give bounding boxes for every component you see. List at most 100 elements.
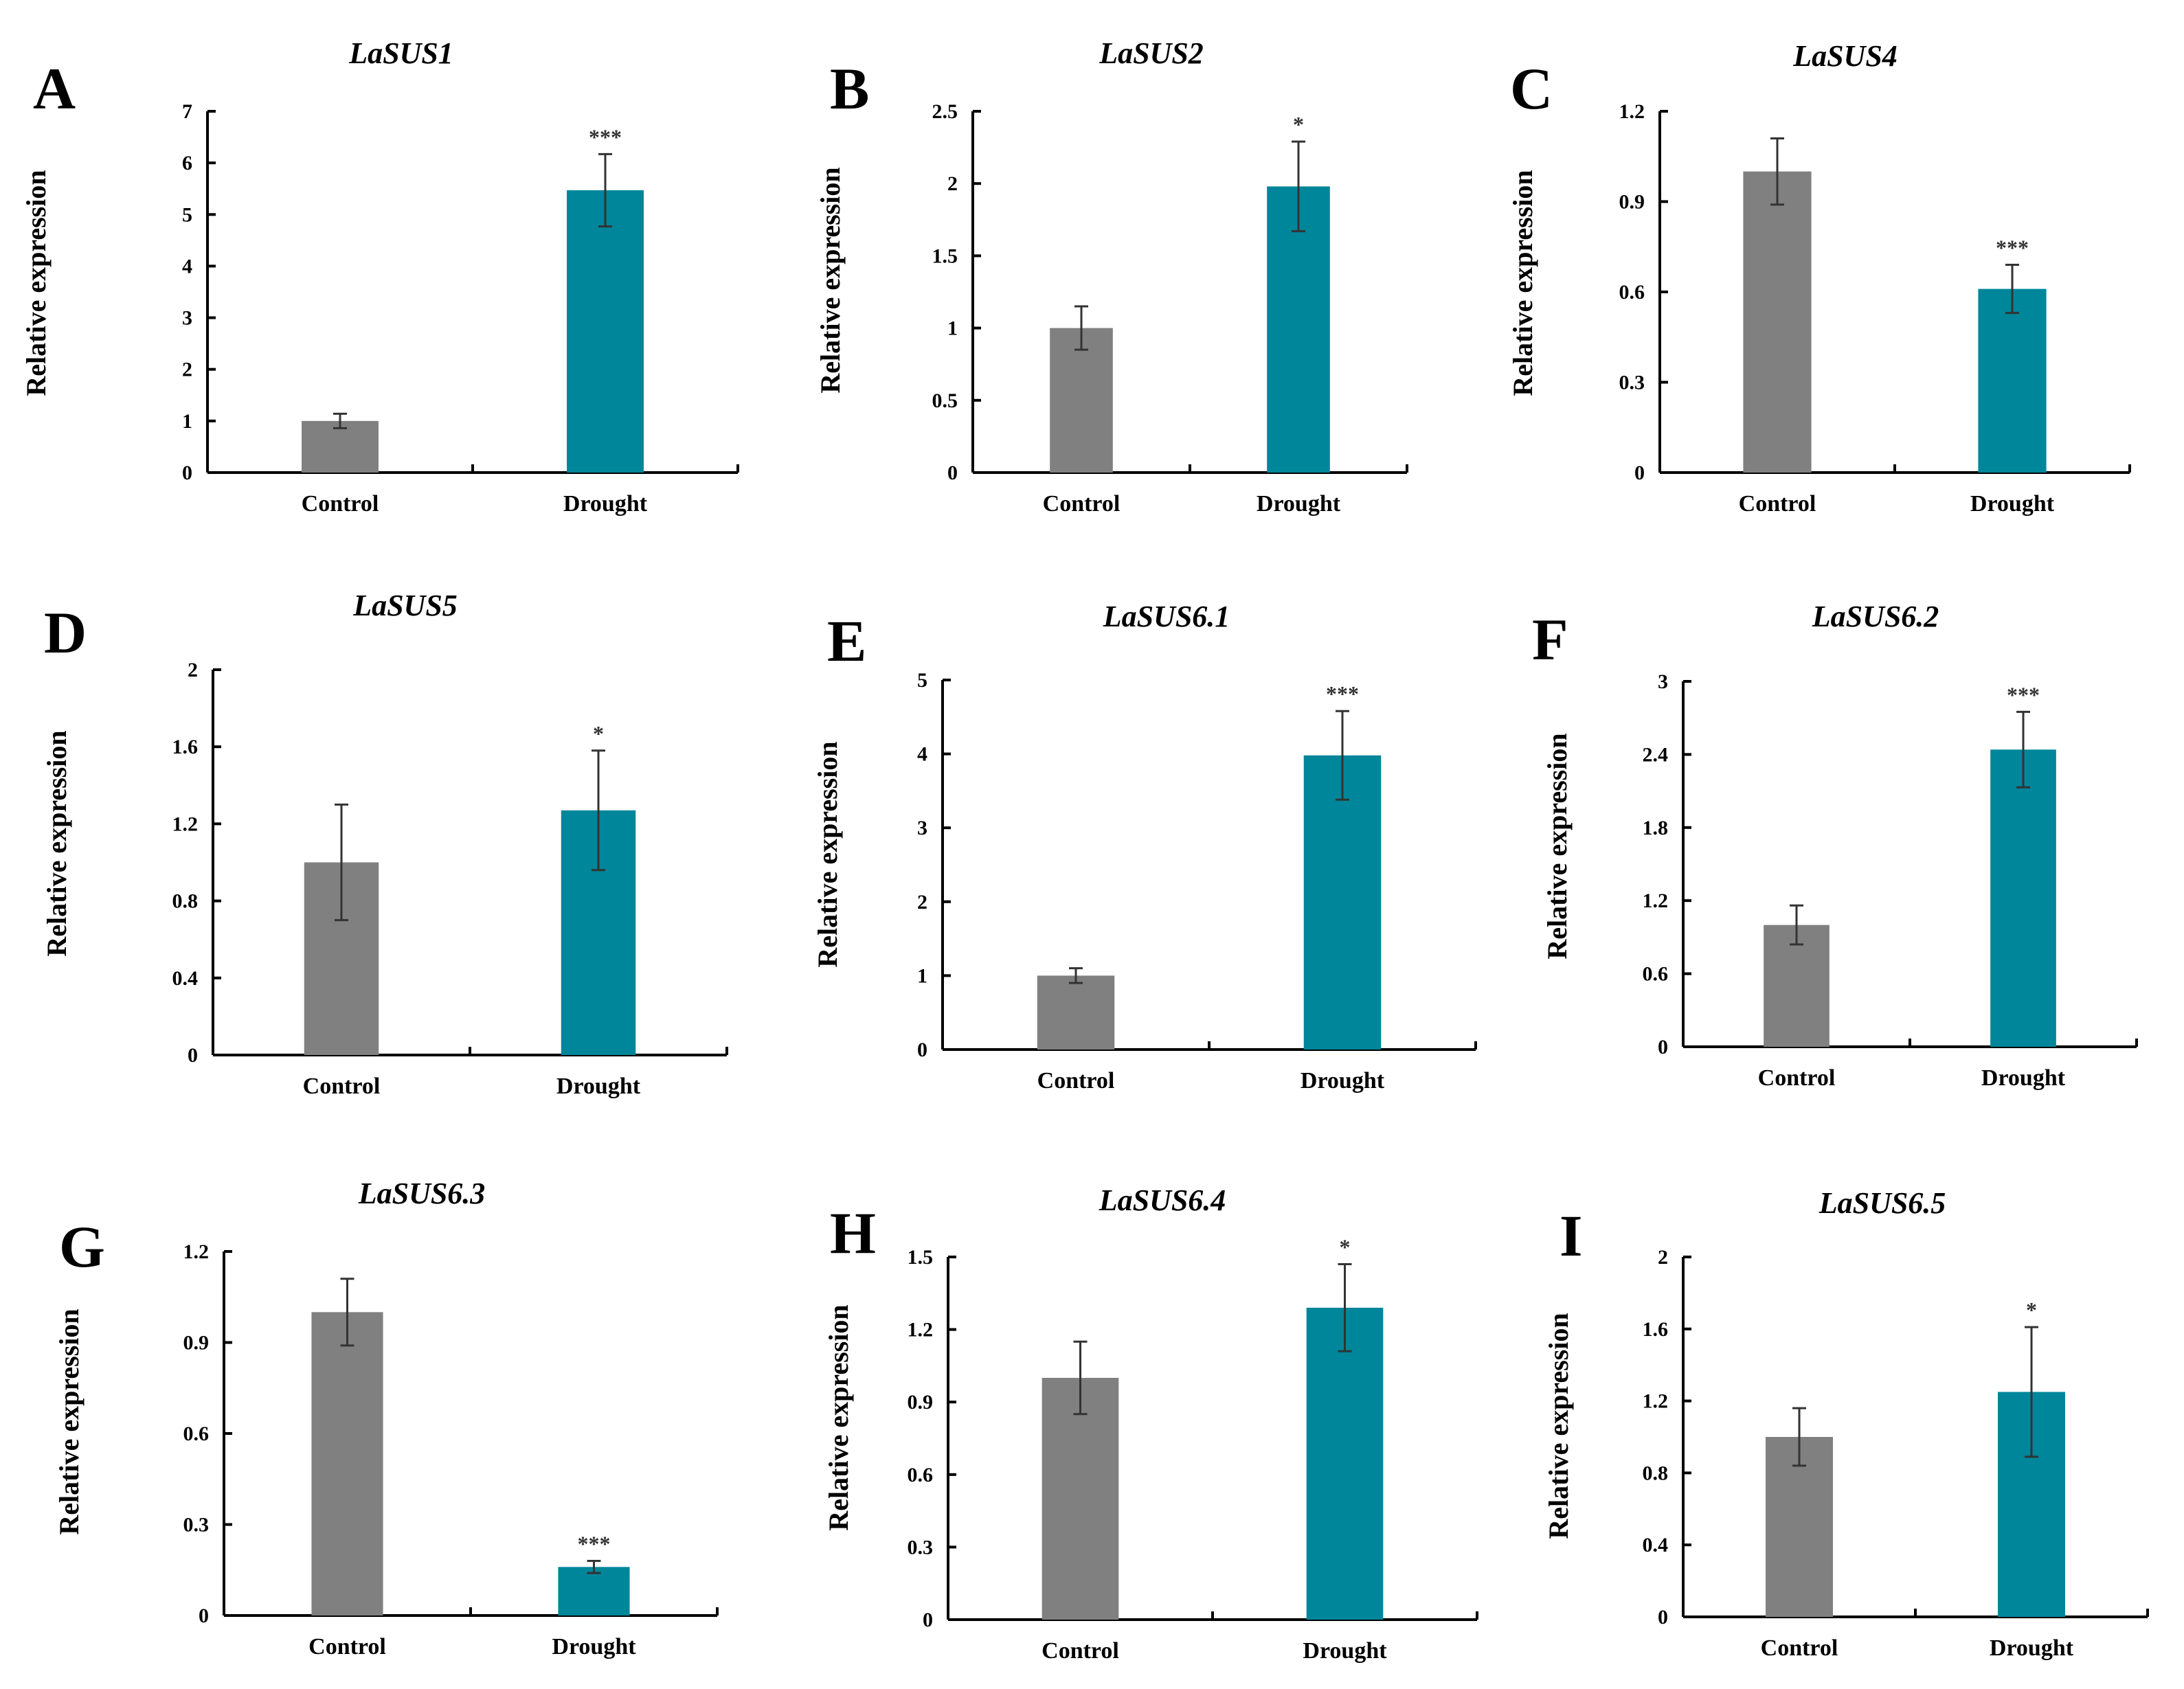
y-tick-label: 1.2	[908, 1319, 934, 1341]
x-category-label: Drought	[552, 1634, 636, 1659]
chart-panel-e: E LaSUS6.1 Relative expression 0 1 2 3 4 5 Contro…	[812, 600, 1477, 1093]
y-tick-label: 2.4	[1643, 743, 1669, 766]
y-tick-label: 5	[182, 203, 192, 226]
chart-title: LaSUS2	[1099, 36, 1204, 70]
chart-title: LaSUS1	[348, 36, 453, 70]
y-tick-label: 1.6	[1643, 1318, 1669, 1341]
x-category-label: Control	[1739, 491, 1816, 517]
y-tick-label: 0.6	[183, 1422, 210, 1445]
chart-title: LaSUS6.5	[1819, 1186, 1946, 1220]
y-tick-label: 3	[917, 817, 927, 839]
x-category-label: Control	[303, 1074, 381, 1099]
panel-letter: B	[830, 56, 869, 122]
x-category-label: Control	[1761, 1635, 1838, 1661]
panel-letter: C	[1510, 56, 1553, 122]
significance-label: ***	[1996, 236, 2029, 260]
y-tick-label: 0.5	[932, 389, 958, 412]
y-axis-label: Relative expression	[54, 1308, 85, 1534]
chart-panel-c: C LaSUS4 Relative expression 0 0.3 0.6 0.9 1.2 C…	[1507, 39, 2131, 517]
bar-drought	[1267, 186, 1330, 473]
y-tick-label: 3	[182, 307, 192, 330]
y-tick-label: 2	[1658, 1246, 1668, 1269]
y-tick-label: 0.6	[1619, 281, 1645, 304]
significance-label: ***	[589, 124, 622, 149]
x-category-label: Drought	[1257, 491, 1341, 517]
y-tick-label: 2.5	[932, 100, 958, 123]
significance-label: *	[2026, 1297, 2037, 1322]
x-category-label: Drought	[1301, 1068, 1385, 1093]
y-tick-label: 0.3	[1619, 372, 1645, 394]
y-tick-label: 0.6	[1643, 963, 1669, 986]
y-tick-label: 2	[947, 172, 958, 195]
chart-title: LaSUS4	[1792, 39, 1898, 73]
y-tick-label: 0.3	[908, 1536, 934, 1558]
x-category-label: Control	[1043, 491, 1121, 517]
chart-panel-f: F LaSUS6.2 Relative expression 0 0.6 1.2 1.8 2.…	[1532, 600, 2138, 1091]
y-tick-label: 0.4	[1643, 1534, 1669, 1556]
panel-letter: G	[59, 1214, 105, 1280]
y-tick-label: 0.8	[172, 890, 199, 913]
y-tick-label: 4	[182, 255, 192, 277]
y-tick-label: 0.6	[908, 1464, 934, 1486]
y-tick-label: 5	[917, 669, 927, 692]
chart-title: LaSUS6.2	[1812, 600, 1939, 633]
y-axis-label: Relative expression	[1543, 1313, 1574, 1539]
significance-label: ***	[2007, 682, 2040, 707]
x-category-label: Drought	[1981, 1065, 2066, 1091]
chart-panel-d: D LaSUS5 Relative expression 0 0.4 0.8 1.2 1.6 2…	[41, 589, 728, 1099]
y-axis-label: Relative expression	[823, 1304, 854, 1530]
panel-letter: A	[33, 56, 76, 122]
y-tick-label: 0	[182, 462, 192, 484]
y-axis-label: Relative expression	[1507, 170, 1538, 396]
y-tick-label: 0.3	[183, 1514, 210, 1537]
significance-label: *	[1340, 1235, 1351, 1260]
panel-letter: I	[1560, 1203, 1582, 1269]
bar-drought	[1303, 755, 1382, 1050]
panel-letter: E	[827, 608, 866, 674]
x-category-label: Control	[302, 491, 379, 517]
y-tick-label: 1.2	[183, 1240, 210, 1263]
y-tick-label: 0	[199, 1605, 209, 1627]
chart-panel-i: I LaSUS6.5 Relative expression 0 0.4 0.8 1.2 1.…	[1543, 1186, 2149, 1661]
y-axis-label: Relative expression	[21, 170, 52, 396]
bar-drought	[1306, 1307, 1384, 1620]
x-category-label: Drought	[563, 491, 648, 517]
y-axis-label: Relative expression	[812, 741, 843, 967]
y-tick-label: 1.8	[1643, 817, 1669, 839]
bar-control	[1037, 975, 1115, 1050]
x-category-label: Drought	[1970, 491, 2055, 517]
y-tick-label: 1.2	[1643, 889, 1669, 912]
panel-letter: D	[44, 600, 87, 666]
y-tick-label: 0.9	[908, 1391, 934, 1414]
significance-label: ***	[1326, 681, 1359, 706]
y-tick-label: 7	[182, 100, 192, 123]
y-tick-label: 3	[1658, 670, 1668, 693]
panel-letter: H	[830, 1200, 876, 1266]
y-tick-label: 1.5	[908, 1246, 934, 1269]
chart-panel-h: H LaSUS6.4 Relative expression 0 0.3 0.6 0.9 1.…	[823, 1183, 1478, 1664]
y-tick-label: 1.2	[1643, 1390, 1669, 1413]
y-tick-label: 0	[1658, 1606, 1668, 1629]
bar-control	[1743, 171, 1812, 473]
x-category-label: Control	[1042, 1638, 1119, 1664]
chart-title: LaSUS6.3	[358, 1177, 486, 1210]
y-tick-label: 1	[182, 410, 192, 433]
y-tick-label: 1.2	[172, 813, 199, 835]
chart-panel-b: B LaSUS2 Relative expression 0 0.5 1 1.5 2 2.5 Co…	[815, 36, 1408, 517]
x-category-label: Drought	[1303, 1638, 1387, 1664]
significance-label: *	[593, 721, 604, 746]
y-tick-label: 0.9	[1619, 191, 1645, 214]
y-tick-label: 1.5	[932, 245, 958, 267]
bar-control	[302, 420, 379, 473]
y-axis-label: Relative expression	[41, 730, 72, 956]
chart-panel-g: G LaSUS6.3 Relative expression 0 0.3 0.6 0.9 1.…	[54, 1177, 719, 1659]
chart-title: LaSUS5	[352, 589, 458, 622]
y-tick-label: 0	[1634, 462, 1645, 484]
y-tick-label: 1.6	[172, 736, 199, 758]
bar-control	[1050, 328, 1113, 473]
y-tick-label: 2	[188, 659, 198, 681]
y-tick-label: 1	[947, 317, 958, 340]
y-axis-label: Relative expression	[815, 167, 846, 393]
bar-drought	[1978, 288, 2047, 473]
y-tick-label: 1.2	[1619, 100, 1645, 123]
